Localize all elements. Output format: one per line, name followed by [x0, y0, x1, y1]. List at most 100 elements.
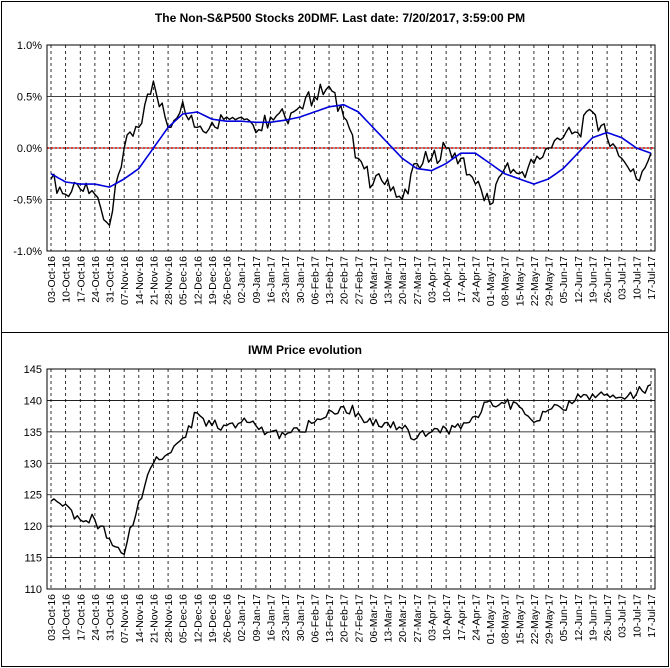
x-tick-label: 27-Mar-17 [412, 256, 424, 305]
x-tick-label: 31-Oct-16 [105, 256, 117, 303]
x-tick-label: 27-Feb-17 [353, 256, 365, 305]
x-tick-label: 06-Mar-17 [368, 256, 380, 305]
x-tick-label: 12-Jun-17 [573, 256, 585, 303]
x-tick-label: 30-Jan-17 [295, 594, 307, 641]
x-tick-label: 24-Oct-16 [90, 256, 102, 303]
x-tick-label: 28-Nov-16 [163, 256, 175, 305]
x-tick-label: 27-Mar-17 [412, 594, 424, 643]
top-chart-plot: 1.0% 0.5% 0.0% -0.5% -1.0% 03-Oct-16 10-Oct-16… [13, 40, 658, 306]
x-tick-label: 24-Apr-17 [470, 256, 482, 303]
x-tick-label: 17-Jul-17 [646, 256, 658, 300]
x-tick-label: 09-Jan-17 [251, 594, 263, 641]
x-tick-label: 10-Apr-17 [441, 594, 453, 641]
x-tick-label: 06-Mar-17 [368, 594, 380, 643]
bottom-chart-plot: 145 140 135 130 125 120 115 110 03-Oct-16 10-Oct-… [24, 364, 658, 644]
x-tick-label: 17-Apr-17 [456, 256, 468, 303]
x-tick-label: 19-Jun-17 [587, 594, 599, 641]
x-tick-label: 16-Jan-17 [266, 594, 278, 641]
y-tick-label: 115 [24, 553, 42, 565]
y-tick-label: 135 [24, 427, 42, 439]
x-tick-label: 08-May-17 [500, 256, 512, 306]
x-tick-label: 17-Oct-16 [75, 594, 87, 641]
x-tick-label: 27-Feb-17 [353, 594, 365, 643]
x-tick-label: 09-Jan-17 [251, 256, 263, 303]
series-line-blue [50, 103, 652, 188]
y-tick-label: 125 [24, 490, 42, 502]
y-tick-label: 0.5% [17, 92, 42, 104]
x-tick-label: 14-Nov-16 [134, 256, 146, 305]
x-tick-label: 01-May-17 [485, 256, 497, 306]
x-tick-label: 29-May-17 [544, 594, 556, 644]
y-tick-label: 140 [24, 395, 42, 407]
x-tick-label: 21-Nov-16 [148, 594, 160, 643]
x-tick-label: 14-Nov-16 [134, 594, 146, 643]
x-tick-label: 07-Nov-16 [119, 594, 131, 643]
x-tick-label: 22-May-17 [529, 594, 541, 644]
top-chart-title: The Non-S&P500 Stocks 20DMF. Last date: … [155, 11, 525, 25]
x-tick-label: 17-Apr-17 [456, 594, 468, 641]
x-tick-label: 05-Dec-16 [178, 594, 190, 643]
x-tick-label: 01-May-17 [485, 594, 497, 644]
x-tick-label: 03-Apr-17 [426, 256, 438, 303]
x-tick-label: 10-Jul-17 [631, 594, 643, 638]
x-tick-label: 12-Dec-16 [192, 256, 204, 305]
x-tick-label: 02-Jan-17 [236, 594, 248, 641]
x-tick-label: 31-Oct-16 [105, 594, 117, 641]
y-tick-label: 110 [24, 584, 42, 596]
x-tick-label: 02-Jan-17 [236, 256, 248, 303]
x-tick-label: 26-Dec-16 [222, 256, 234, 305]
plot-border [46, 368, 656, 590]
x-tick-label: 13-Mar-17 [383, 256, 395, 305]
y-tick-label: 145 [24, 364, 42, 376]
x-tick-label: 12-Jun-17 [573, 594, 585, 641]
bottom-chart-title: IWM Price evolution [248, 343, 362, 357]
x-tick-label: 06-Feb-17 [309, 594, 321, 643]
x-tick-label: 22-May-17 [529, 256, 541, 306]
x-tick-label: 24-Oct-16 [90, 594, 102, 641]
x-tick-label: 19-Jun-17 [587, 256, 599, 303]
y-tick-label: 130 [24, 458, 42, 470]
x-tick-label: 10-Jul-17 [631, 256, 643, 300]
x-tick-label: 23-Jan-17 [280, 594, 292, 641]
x-tick-label: 10-Oct-16 [61, 256, 73, 303]
x-tick-label: 23-Jan-17 [280, 256, 292, 303]
x-tick-label: 20-Mar-17 [397, 256, 409, 305]
x-tick-label: 20-Feb-17 [339, 256, 351, 305]
series-line-black [50, 80, 652, 227]
x-tick-label: 15-May-17 [514, 594, 526, 644]
x-tick-label: 29-May-17 [544, 256, 556, 306]
plot-border [46, 44, 656, 252]
x-tick-label: 21-Nov-16 [148, 256, 160, 305]
x-tick-label: 10-Apr-17 [441, 256, 453, 303]
x-tick-label: 30-Jan-17 [295, 256, 307, 303]
x-tick-label: 19-Dec-16 [207, 594, 219, 643]
y-tick-label: -0.5% [13, 195, 42, 207]
x-tick-label: 17-Oct-16 [75, 256, 87, 303]
x-tick-label: 16-Jan-17 [266, 256, 278, 303]
x-tick-label: 05-Dec-16 [178, 256, 190, 305]
x-tick-label: 17-Jul-17 [646, 594, 658, 638]
x-tick-label: 26-Jun-17 [602, 256, 614, 303]
plot-background [47, 369, 655, 589]
y-tick-label: 1.0% [17, 40, 42, 52]
x-tick-label: 03-Jul-17 [617, 594, 629, 638]
y-tick-label: 0.0% [17, 143, 42, 155]
x-tick-label: 13-Feb-17 [324, 594, 336, 643]
series-line-black [50, 384, 652, 556]
x-tick-label: 03-Apr-17 [426, 594, 438, 641]
x-tick-label: 19-Dec-16 [207, 256, 219, 305]
x-tick-label: 03-Jul-17 [617, 256, 629, 300]
x-tick-label: 07-Nov-16 [119, 256, 131, 305]
y-tick-label: 120 [24, 521, 42, 533]
x-tick-label: 08-May-17 [500, 594, 512, 644]
x-tick-label: 26-Jun-17 [602, 594, 614, 641]
y-tick-label: -1.0% [13, 246, 42, 258]
x-tick-label: 15-May-17 [514, 256, 526, 306]
x-tick-label: 10-Oct-16 [61, 594, 73, 641]
x-tick-label: 26-Dec-16 [222, 594, 234, 643]
x-tick-label: 24-Apr-17 [470, 594, 482, 641]
x-tick-label: 06-Feb-17 [309, 256, 321, 305]
x-tick-label: 13-Mar-17 [383, 594, 395, 643]
